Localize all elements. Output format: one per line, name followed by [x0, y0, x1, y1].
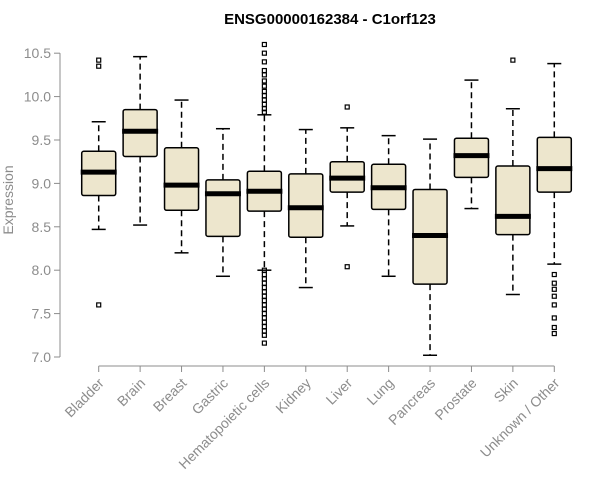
- y-tick-label: 7.0: [32, 349, 52, 365]
- box-group: [370, 134, 407, 278]
- y-tick-label: 9.5: [32, 132, 52, 148]
- y-tick-label: 9.0: [32, 175, 52, 191]
- outlier-point: [261, 109, 267, 115]
- outlier-point: [261, 302, 267, 308]
- x-category-label: Breast: [150, 375, 190, 415]
- outlier-point: [261, 97, 267, 103]
- outlier-point: [96, 302, 102, 308]
- outlier-point: [261, 88, 267, 94]
- outlier-point: [551, 280, 557, 286]
- outlier-point: [551, 302, 557, 308]
- outlier-point: [261, 93, 267, 99]
- outlier-point: [261, 310, 267, 317]
- outlier-point: [261, 72, 267, 78]
- y-axis-label: Expression: [0, 165, 16, 234]
- x-category-label: Prostate: [431, 375, 479, 423]
- box-group: [329, 104, 366, 270]
- outlier-point: [551, 315, 557, 321]
- x-category-label: Lung: [363, 375, 396, 408]
- outlier-point: [261, 271, 267, 278]
- box-group: [287, 128, 324, 289]
- outlier-point: [344, 104, 350, 110]
- outlier-point: [551, 330, 557, 337]
- box-group: [494, 57, 531, 296]
- outlier-point: [261, 280, 267, 286]
- outlier-point: [96, 63, 102, 69]
- outlier-point: [261, 101, 267, 107]
- outlier-point: [261, 319, 267, 325]
- outlier-point: [261, 289, 267, 295]
- y-tick-label: 8.0: [32, 262, 52, 278]
- outlier-point: [551, 293, 557, 299]
- box-group: [204, 127, 241, 278]
- box-group: [122, 55, 159, 226]
- y-tick-label: 10.5: [24, 45, 51, 61]
- outlier-point: [261, 297, 267, 304]
- outlier-point: [261, 78, 267, 84]
- boxes-layer: [80, 41, 573, 357]
- x-category-label: Brain: [114, 375, 148, 409]
- x-category-label: Kidney: [272, 375, 314, 417]
- outlier-point: [551, 286, 557, 292]
- iqr-box: [205, 179, 241, 238]
- x-category-label: Liver: [323, 375, 356, 408]
- outlier-point: [551, 271, 557, 278]
- outlier-point: [261, 50, 267, 56]
- x-category-label: Skin: [490, 375, 521, 406]
- y-tick-label: 10.0: [24, 89, 51, 105]
- iqr-box: [163, 147, 200, 212]
- outlier-point: [261, 67, 267, 74]
- outlier-point: [261, 284, 267, 291]
- y-tick-label: 7.5: [32, 306, 52, 322]
- iqr-box: [536, 136, 573, 193]
- box-group: [163, 99, 200, 254]
- outlier-point: [261, 59, 267, 65]
- y-tick-label: 8.5: [32, 219, 52, 235]
- box-group: [246, 41, 283, 346]
- y-axis: 7.0 7.5 8.0 8.5 9.0 9.5 10.0 10.5: [24, 45, 555, 372]
- x-category-label: Unknown / Other: [477, 375, 563, 461]
- outlier-point: [261, 293, 267, 299]
- outlier-point: [261, 340, 267, 346]
- outlier-point: [261, 328, 267, 334]
- chart-title: ENSG00000162384 - C1orf123: [224, 11, 436, 28]
- x-category-label: Bladder: [61, 375, 107, 421]
- box-group: [453, 79, 490, 210]
- outlier-point: [261, 315, 267, 321]
- outlier-point: [551, 324, 557, 331]
- iqr-box: [495, 165, 531, 236]
- outlier-point: [344, 264, 350, 270]
- box-group: [80, 57, 117, 308]
- box-group: [536, 62, 573, 337]
- outlier-point: [261, 306, 267, 312]
- outlier-point: [261, 83, 267, 89]
- outlier-point: [261, 276, 267, 282]
- outlier-point: [261, 332, 267, 338]
- outlier-point: [96, 57, 102, 63]
- outlier-point: [510, 57, 516, 63]
- outlier-point: [261, 324, 267, 330]
- box-group: [412, 138, 449, 357]
- outlier-point: [261, 41, 267, 48]
